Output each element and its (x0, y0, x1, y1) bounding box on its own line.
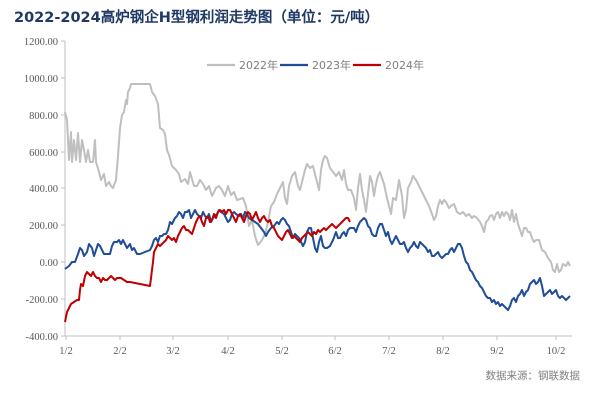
y-tick-label: 200.00 (29, 221, 58, 232)
data-source-note: 数据来源：钢联数据 (485, 370, 581, 382)
x-tick-label: 5/2 (275, 346, 288, 357)
x-tick-label: 1/2 (59, 346, 72, 357)
legend: 2022年 2023年 2024年 (207, 58, 424, 72)
x-tick-label: 8/2 (436, 346, 449, 357)
x-tick-label: 4/2 (221, 346, 234, 357)
legend-label-2023: 2023年 (312, 58, 351, 72)
y-tick-label: 400.00 (29, 184, 58, 195)
y-tick-label: -400.00 (26, 332, 58, 343)
series-2023-line (64, 209, 571, 311)
y-tick-label: 600.00 (29, 148, 58, 159)
x-tick-label: 2/2 (113, 346, 126, 357)
y-tick-label: 800.00 (29, 111, 58, 122)
series-2024-line (64, 209, 351, 323)
chart-title: 2022-2024高炉钢企H型钢利润走势图（单位：元/吨） (14, 10, 380, 26)
x-tick-label: 6/2 (328, 346, 341, 357)
x-tick-label: 7/2 (382, 346, 395, 357)
x-ticks (65, 336, 557, 340)
y-tick-label: 0.00 (40, 258, 58, 269)
y-ticks (61, 40, 65, 337)
x-tick-label: 9/2 (490, 346, 503, 357)
y-tick-label: 1000.00 (24, 74, 58, 85)
legend-label-2022: 2022年 (239, 58, 278, 72)
series-2022-line (64, 83, 571, 273)
x-tick-label: 3/2 (166, 346, 179, 357)
legend-label-2024: 2024年 (385, 58, 424, 72)
x-tick-label: 10/2 (547, 346, 566, 357)
y-tick-label: 1200.00 (24, 37, 58, 48)
y-tick-label: -200.00 (26, 295, 58, 306)
